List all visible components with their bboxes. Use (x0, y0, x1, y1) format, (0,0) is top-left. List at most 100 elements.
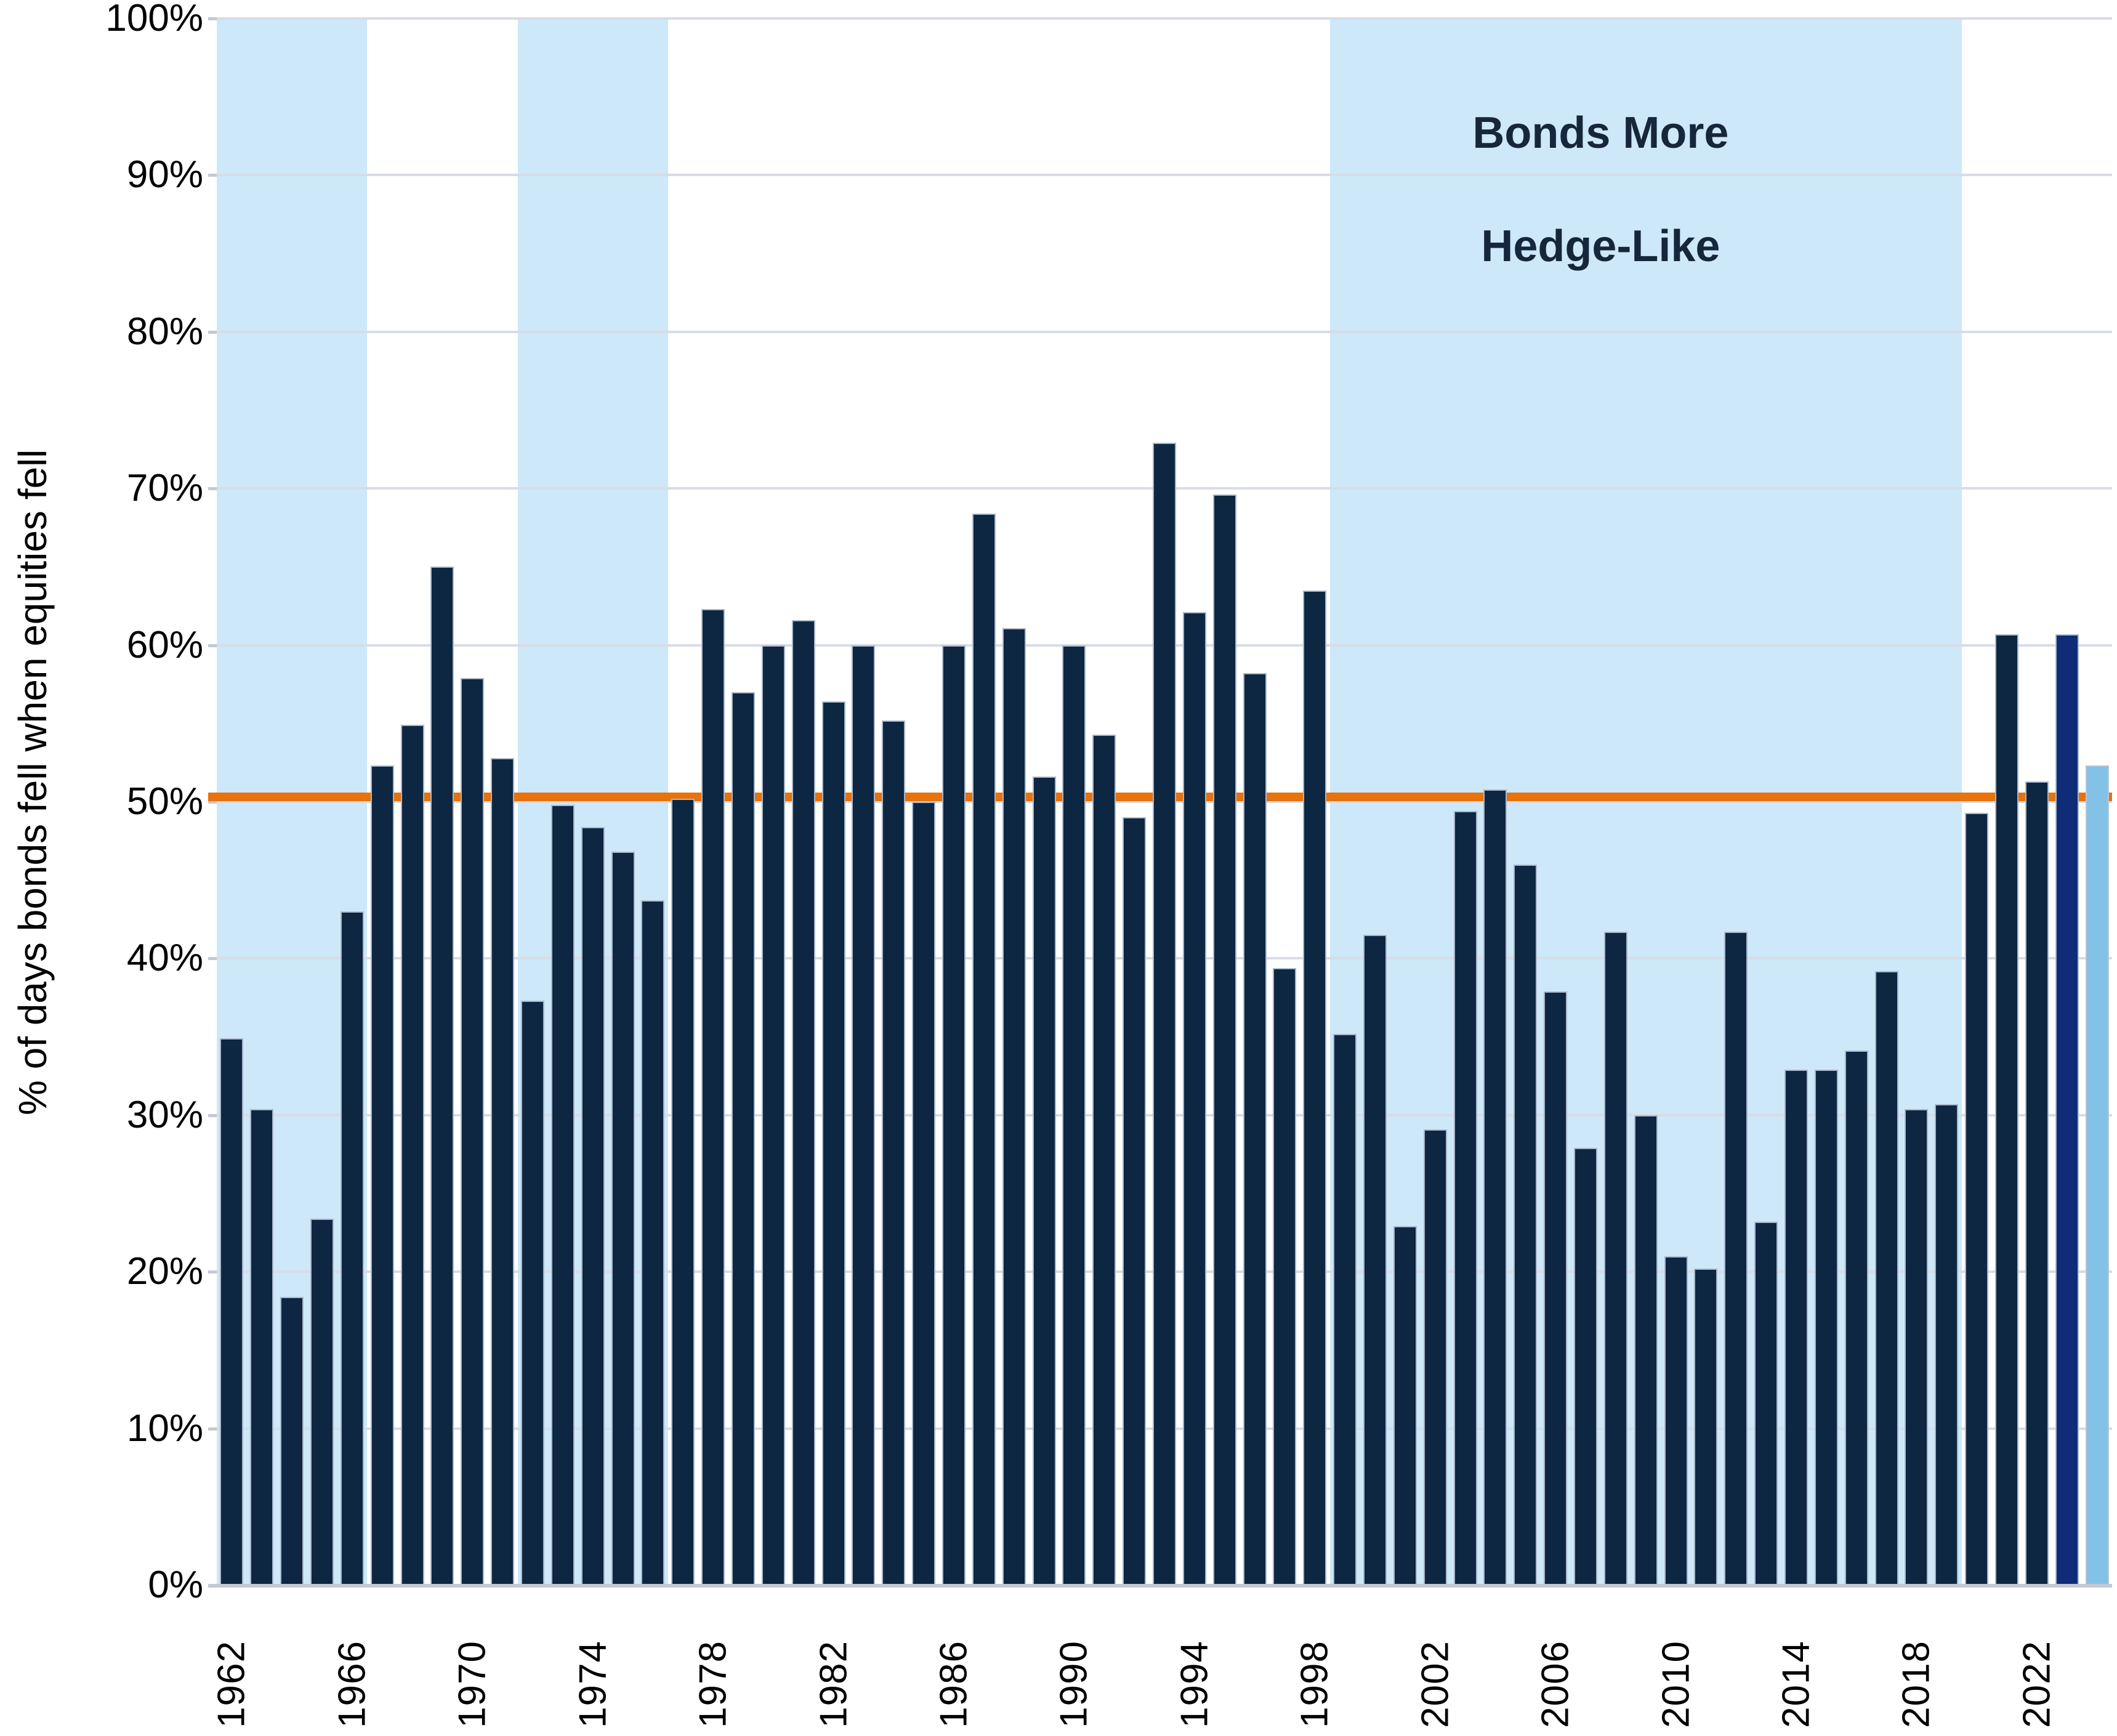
bar-1990 (1062, 645, 1086, 1585)
y-tick-label-50: 50% (126, 780, 203, 823)
y-tick-label-30: 30% (126, 1093, 203, 1136)
x-tick-label-1986: 1986 (932, 1641, 975, 1728)
x-tick-label-1978: 1978 (692, 1641, 735, 1728)
y-tick-mark-50 (208, 801, 217, 804)
bar-1984 (882, 720, 906, 1585)
x-tick-label-1982: 1982 (812, 1641, 855, 1728)
y-tick-label-10: 10% (126, 1407, 203, 1450)
bar-1997 (1273, 967, 1297, 1585)
bar-1978 (701, 609, 725, 1585)
x-tick-label-1994: 1994 (1173, 1641, 1216, 1728)
bar-2014 (1784, 1070, 1808, 1585)
x-tick-label-2010: 2010 (1655, 1641, 1698, 1728)
y-tick-mark-80 (208, 330, 217, 334)
y-tick-label-40: 40% (126, 937, 203, 980)
y-tick-mark-10 (208, 1427, 217, 1431)
bar-2017 (1874, 971, 1898, 1585)
x-axis-baseline (208, 1584, 2112, 1588)
bar-1996 (1243, 673, 1267, 1585)
bar-1963 (250, 1108, 274, 1585)
bar-1965 (310, 1218, 334, 1585)
x-tick-label-2006: 2006 (1534, 1641, 1577, 1728)
bar-2005 (1514, 864, 1538, 1585)
bar-1971 (491, 757, 515, 1585)
y-tick-mark-70 (208, 487, 217, 491)
bar-1986 (942, 645, 966, 1585)
bar-2011 (1694, 1269, 1718, 1585)
bar-1973 (550, 805, 575, 1585)
x-tick-label-2018: 2018 (1895, 1641, 1938, 1728)
bar-2013 (1754, 1221, 1778, 1585)
bar-1970 (461, 678, 485, 1585)
annotation-line2: Hedge-Like (1481, 222, 1720, 272)
x-tick-label-1998: 1998 (1293, 1641, 1336, 1728)
bar-1975 (611, 852, 635, 1585)
bar-1976 (641, 900, 665, 1585)
bar-2009 (1634, 1115, 1658, 1585)
bar-2021 (1995, 634, 2018, 1585)
x-tick-label-2014: 2014 (1775, 1641, 1818, 1728)
bar-1991 (1092, 734, 1116, 1585)
bar-1985 (912, 802, 936, 1585)
bar-2007 (1574, 1148, 1597, 1585)
bar-2019 (1935, 1104, 1959, 1585)
y-axis-title: % of days bonds fell when equities fell (10, 259, 55, 1306)
gridline-80 (217, 330, 2112, 333)
y-tick-mark-30 (208, 1113, 217, 1117)
bar-2003 (1453, 811, 1477, 1585)
bar-1974 (581, 826, 605, 1585)
bar-2004 (1483, 789, 1507, 1585)
x-tick-label-1970: 1970 (451, 1641, 494, 1728)
bar-2020 (1965, 812, 1989, 1585)
y-tick-label-0: 0% (148, 1564, 203, 1606)
bar-1983 (852, 645, 876, 1585)
bar-1992 (1123, 817, 1147, 1585)
bar-1969 (430, 567, 454, 1585)
bar-1999 (1333, 1033, 1357, 1585)
bar-1979 (732, 692, 755, 1585)
y-tick-label-90: 90% (126, 153, 203, 196)
y-tick-label-70: 70% (126, 467, 203, 510)
y-tick-mark-90 (208, 174, 217, 177)
y-tick-label-20: 20% (126, 1250, 203, 1293)
bar-2012 (1724, 932, 1748, 1585)
y-tick-mark-20 (208, 1270, 217, 1274)
bar-2001 (1393, 1226, 1417, 1585)
x-tick-label-1962: 1962 (210, 1641, 253, 1728)
x-tick-label-1966: 1966 (331, 1641, 374, 1728)
gridline-100 (217, 17, 2112, 20)
y-tick-label-80: 80% (126, 310, 203, 353)
bar-2015 (1814, 1070, 1838, 1585)
annotation-line1: Bonds More (1472, 108, 1729, 158)
y-tick-label-60: 60% (126, 623, 203, 666)
bar-2010 (1664, 1256, 1688, 1585)
x-tick-label-2022: 2022 (2015, 1641, 2059, 1728)
bar-2018 (1905, 1108, 1929, 1585)
bar-2023 (2055, 634, 2079, 1585)
bar-1966 (340, 911, 364, 1585)
bar-2002 (1423, 1129, 1447, 1585)
bar-1968 (400, 725, 424, 1585)
x-tick-label-1974: 1974 (571, 1641, 615, 1728)
bar-1998 (1303, 590, 1327, 1585)
x-tick-label-1990: 1990 (1052, 1641, 1095, 1728)
bar-1989 (1032, 777, 1056, 1585)
bar-1964 (280, 1296, 304, 1585)
bar-1994 (1182, 612, 1206, 1585)
y-tick-mark-60 (208, 644, 217, 647)
bar-2016 (1844, 1051, 1868, 1585)
y-tick-label-100: 100% (105, 0, 203, 39)
bar-1982 (821, 701, 845, 1585)
x-tick-label-2002: 2002 (1414, 1641, 1457, 1728)
bar-1967 (370, 765, 394, 1585)
bar-1972 (521, 1001, 544, 1585)
bar-1993 (1153, 443, 1176, 1585)
gridline-90 (217, 174, 2112, 177)
bar-2008 (1603, 932, 1627, 1585)
y-tick-mark-100 (208, 17, 217, 20)
bar-2022 (2025, 781, 2049, 1585)
bar-1988 (1002, 628, 1026, 1585)
bar-2000 (1363, 935, 1387, 1585)
bar-2024 (2085, 765, 2109, 1585)
